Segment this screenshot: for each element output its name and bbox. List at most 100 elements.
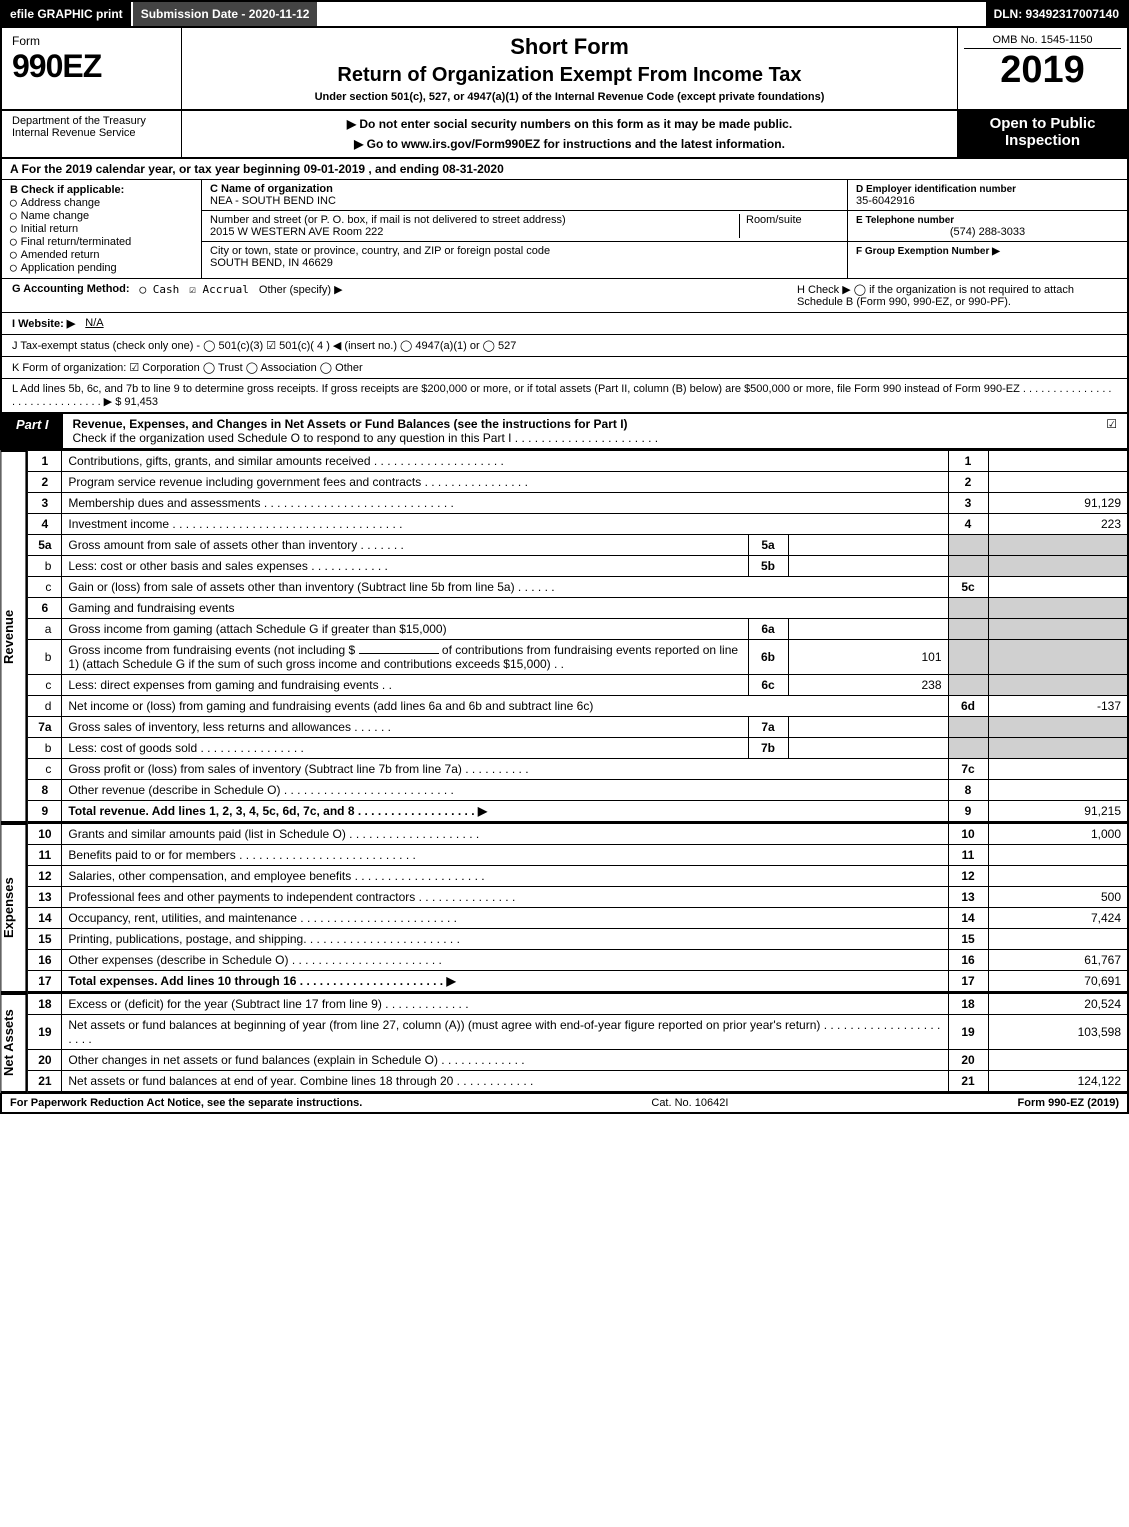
line-4: 4 Investment income . . . . . . . . . . … <box>28 514 1128 535</box>
ln-3-num: 3 <box>28 493 62 514</box>
line-20: 20 Other changes in net assets or fund b… <box>28 1050 1128 1071</box>
ln-15-desc: Printing, publications, postage, and shi… <box>62 929 948 950</box>
ln-14-rn: 14 <box>948 908 988 929</box>
ln-2-rv <box>988 472 1128 493</box>
ln-17-num: 17 <box>28 971 62 993</box>
g-accrual[interactable]: ☑ Accrual <box>189 283 249 308</box>
line-8: 8 Other revenue (describe in Schedule O)… <box>28 780 1128 801</box>
ln-2-num: 2 <box>28 472 62 493</box>
ln-6a-rv <box>988 619 1128 640</box>
ln-6a-desc: Gross income from gaming (attach Schedul… <box>62 619 748 640</box>
revenue-side-label: Revenue <box>0 450 27 823</box>
ln-7b-num: b <box>28 738 62 759</box>
ln-10-rn: 10 <box>948 824 988 845</box>
ln-14-desc: Occupancy, rent, utilities, and maintena… <box>62 908 948 929</box>
k-label: K Form of organization: ☑ Corporation ◯ … <box>12 361 363 374</box>
part1-checkbox[interactable]: ☑ <box>1096 414 1127 448</box>
expenses-section: Expenses 10 Grants and similar amounts p… <box>0 823 1129 993</box>
id-col: D Employer identification number 35-6042… <box>847 180 1127 278</box>
g-cash[interactable]: ◯ Cash <box>140 283 180 308</box>
ln-16-rv: 61,767 <box>988 950 1128 971</box>
ln-6-num: 6 <box>28 598 62 619</box>
chk-application-pending[interactable]: ◯Application pending <box>10 261 193 274</box>
ln-18-num: 18 <box>28 994 62 1015</box>
ln-7a-rn <box>948 717 988 738</box>
ln-12-desc: Salaries, other compensation, and employ… <box>62 866 948 887</box>
ln-3-desc: Membership dues and assessments . . . . … <box>62 493 948 514</box>
ln-6d-rv: -137 <box>988 696 1128 717</box>
ln-7b-rn <box>948 738 988 759</box>
short-form-title: Short Form <box>192 34 947 60</box>
chk-address-change[interactable]: ◯Address change <box>10 196 193 209</box>
paperwork-notice: For Paperwork Reduction Act Notice, see … <box>10 1097 362 1109</box>
ein-cell: D Employer identification number 35-6042… <box>848 180 1127 211</box>
ln-6c-rn <box>948 675 988 696</box>
ln-15-rn: 15 <box>948 929 988 950</box>
efile-print-label[interactable]: efile GRAPHIC print <box>2 2 131 26</box>
ln-5b-num: b <box>28 556 62 577</box>
check-if-applicable: B Check if applicable: ◯Address change ◯… <box>2 180 202 278</box>
goto-link-line: ▶ Go to www.irs.gov/Form990EZ for instru… <box>192 137 947 151</box>
netassets-section: Net Assets 18 Excess or (deficit) for th… <box>0 993 1129 1093</box>
ln-6b-desc: Gross income from fundraising events (no… <box>62 640 748 675</box>
ln-21-rn: 21 <box>948 1071 988 1093</box>
line-10: 10 Grants and similar amounts paid (list… <box>28 824 1128 845</box>
chk-final-return[interactable]: ◯Final return/terminated <box>10 235 193 248</box>
omb-number: OMB No. 1545-1150 <box>964 32 1121 49</box>
phone-cell: E Telephone number (574) 288-3033 <box>848 211 1127 242</box>
line-6: 6 Gaming and fundraising events <box>28 598 1128 619</box>
chk-name-change[interactable]: ◯Name change <box>10 209 193 222</box>
line-15: 15 Printing, publications, postage, and … <box>28 929 1128 950</box>
ln-1-rn: 1 <box>948 451 988 472</box>
city-label: City or town, state or province, country… <box>210 245 550 257</box>
ln-6-desc: Gaming and fundraising events <box>62 598 948 619</box>
ln-7c-num: c <box>28 759 62 780</box>
ln-5c-desc: Gain or (loss) from sale of assets other… <box>62 577 948 598</box>
g-other[interactable]: Other (specify) ▶ <box>259 283 343 308</box>
line-12: 12 Salaries, other compensation, and emp… <box>28 866 1128 887</box>
ln-1-rv <box>988 451 1128 472</box>
ln-19-desc: Net assets or fund balances at beginning… <box>62 1015 948 1050</box>
ln-2-rn: 2 <box>948 472 988 493</box>
group-exemption-cell: F Group Exemption Number ▶ <box>848 242 1127 260</box>
i-label: I Website: ▶ <box>12 317 75 330</box>
ln-8-desc: Other revenue (describe in Schedule O) .… <box>62 780 948 801</box>
ln-7a-desc: Gross sales of inventory, less returns a… <box>62 717 748 738</box>
form-title-block: Short Form Return of Organization Exempt… <box>182 28 957 109</box>
line-19: 19 Net assets or fund balances at beginn… <box>28 1015 1128 1050</box>
under-section-text: Under section 501(c), 527, or 4947(a)(1)… <box>192 91 947 103</box>
ln-7b-mv <box>788 738 948 759</box>
chk-initial-return[interactable]: ◯Initial return <box>10 222 193 235</box>
notice-row: Department of the Treasury Internal Reve… <box>0 111 1129 159</box>
chk-amended-return[interactable]: ◯Amended return <box>10 248 193 261</box>
ln-5c-rv <box>988 577 1128 598</box>
ln-6c-mv: 238 <box>788 675 948 696</box>
ln-5a-mv <box>788 535 948 556</box>
line-1: 1 Contributions, gifts, grants, and simi… <box>28 451 1128 472</box>
row-j: J Tax-exempt status (check only one) - ◯… <box>2 335 1127 357</box>
dept-label: Department of the Treasury <box>12 115 171 127</box>
ln-3-rv: 91,129 <box>988 493 1128 514</box>
ln-17-rn: 17 <box>948 971 988 993</box>
part1-header: Part I Revenue, Expenses, and Changes in… <box>0 413 1129 450</box>
ln-20-rn: 20 <box>948 1050 988 1071</box>
ln-5a-desc: Gross amount from sale of assets other t… <box>62 535 748 556</box>
phone-value: (574) 288-3033 <box>856 226 1119 238</box>
form-number-block: Form 990EZ <box>2 28 182 109</box>
line-16: 16 Other expenses (describe in Schedule … <box>28 950 1128 971</box>
line-6a: a Gross income from gaming (attach Sched… <box>28 619 1128 640</box>
room-label: Room/suite <box>746 214 802 226</box>
tax-year: 2019 <box>964 49 1121 92</box>
ln-6-rv <box>988 598 1128 619</box>
ln-8-rn: 8 <box>948 780 988 801</box>
ln-11-rv <box>988 845 1128 866</box>
ln-14-num: 14 <box>28 908 62 929</box>
form-number: 990EZ <box>12 48 171 85</box>
ln-5a-mn: 5a <box>748 535 788 556</box>
ln-1-num: 1 <box>28 451 62 472</box>
line-7b: b Less: cost of goods sold . . . . . . .… <box>28 738 1128 759</box>
goto-text: ▶ Go to www.irs.gov/Form990EZ for instru… <box>354 137 785 151</box>
d-label: D Employer identification number <box>856 184 1016 195</box>
ln-7c-rn: 7c <box>948 759 988 780</box>
line-6d: d Net income or (loss) from gaming and f… <box>28 696 1128 717</box>
